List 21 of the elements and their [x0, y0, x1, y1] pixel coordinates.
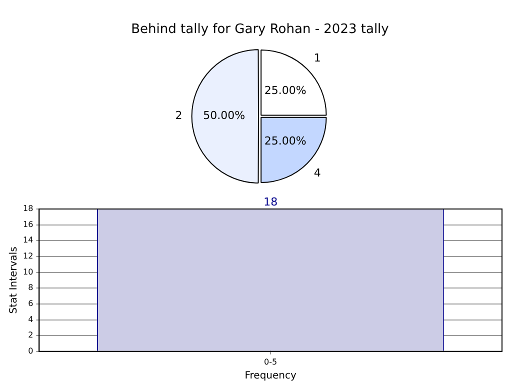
x-axis-title: Frequency — [244, 370, 296, 382]
chart-title: Behind tally for Gary Rohan - 2023 tally — [131, 22, 390, 38]
y-tick-label: 8 — [28, 283, 34, 292]
slice-label: 4 — [314, 166, 321, 180]
slice-label: 1 — [314, 52, 321, 65]
y-tick-label: 6 — [28, 299, 34, 308]
data-label: 50.00% — [203, 109, 246, 122]
y-tick-label: 14 — [22, 236, 34, 245]
y-tick-label: 10 — [22, 267, 34, 276]
slice-label: 2 — [175, 109, 182, 122]
x-tick-label: 0-5 — [264, 357, 278, 366]
y-tick-label: 4 — [28, 314, 34, 324]
y-tick-label: 2 — [28, 330, 34, 340]
y-tick-label: 18 — [22, 204, 34, 214]
data-label: 18 — [264, 195, 278, 208]
y-tick-label: 16 — [22, 220, 34, 229]
y-tick-label: 12 — [22, 252, 34, 261]
data-label: 25.00% — [264, 134, 306, 148]
y-axis-title: Stat Intervals — [8, 246, 20, 314]
y-tick-label: 0 — [28, 346, 34, 356]
data-label: 25.00% — [264, 84, 306, 97]
